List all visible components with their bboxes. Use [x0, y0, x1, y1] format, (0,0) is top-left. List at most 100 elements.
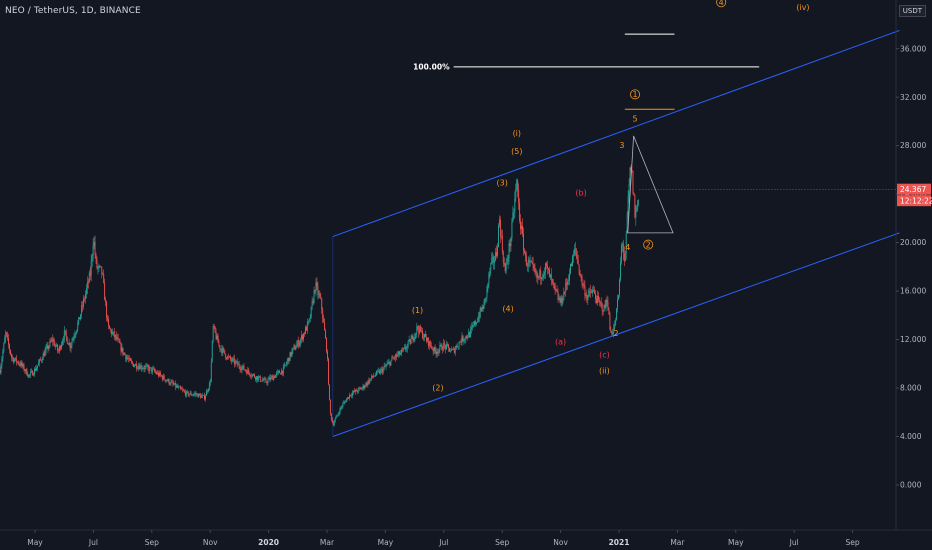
candle-body [619, 279, 620, 296]
candle-body [204, 395, 206, 400]
candle-body [127, 357, 129, 359]
candle-body [315, 282, 317, 292]
candle-body [388, 361, 390, 363]
candle-body [7, 334, 9, 338]
candle-body [279, 373, 281, 375]
candle-body [602, 311, 604, 312]
candle-body [297, 340, 299, 345]
triangle-drawing[interactable] [627, 135, 674, 234]
candle-body [6, 332, 8, 335]
candle-body [67, 343, 69, 345]
fibonacci-extension[interactable]: 261.80%227.20%200.00%175.00%161.80%100.0… [413, 0, 760, 110]
candle-body [9, 344, 11, 351]
candle-body [279, 371, 280, 374]
candle-body [75, 332, 77, 336]
candle-body [484, 298, 486, 302]
candle-body [420, 326, 422, 332]
candle-body [56, 344, 58, 347]
candle-body [215, 332, 217, 340]
candle-body [349, 394, 351, 399]
candle-body [261, 380, 263, 382]
candle-body [202, 395, 204, 397]
time-axis[interactable]: May Jul Sep Nov 2020 Mar May Jul Sep Nov 2021 Mar Ma… [0, 529, 932, 547]
fib-level-label: 100.00% [413, 62, 450, 71]
candle-body [313, 290, 315, 303]
candle-body [84, 298, 85, 300]
candle-body [402, 348, 404, 350]
candle-body [277, 371, 279, 373]
candle-body [353, 390, 355, 392]
candle-body [149, 367, 151, 372]
candle-body [282, 366, 284, 374]
candle-body [198, 393, 200, 398]
candle-body [605, 299, 607, 308]
candle-body [471, 327, 473, 330]
candle-body [354, 389, 356, 392]
candle-body [220, 348, 222, 350]
parallel-channel[interactable] [332, 30, 900, 437]
candle-body [486, 286, 488, 298]
triangle-shape[interactable] [627, 135, 674, 234]
candle-body [157, 372, 159, 376]
candle-body [319, 293, 321, 297]
candle-body [522, 233, 524, 251]
candle-body [566, 282, 568, 285]
candle-body [544, 272, 546, 275]
currency-label[interactable]: USDT [898, 5, 926, 17]
candle-body [40, 359, 42, 361]
candle-body [556, 290, 558, 293]
candle-body [265, 379, 267, 383]
candle-body [574, 248, 576, 250]
candle-body [465, 335, 467, 340]
candle-body [197, 393, 199, 398]
candle-body [630, 167, 632, 172]
wave-label: 2 [646, 240, 651, 249]
wave-label: (i) [513, 129, 521, 138]
wave-label: 2 [614, 329, 619, 338]
candle-body [460, 341, 462, 343]
candle-body [595, 293, 596, 299]
candle-body [71, 340, 73, 345]
price-axis[interactable]: 0.0004.0008.00012.00016.00020.00024.0002… [895, 0, 926, 530]
candle-body [417, 326, 419, 329]
candle-body [350, 394, 352, 396]
candle-body [232, 358, 234, 360]
candle-body [498, 219, 500, 226]
candle-body [325, 330, 327, 339]
candle-body [34, 368, 35, 375]
candle-body [431, 347, 433, 349]
candle-body [532, 262, 534, 265]
candle-body [182, 389, 183, 391]
channel-lower-line[interactable] [332, 232, 900, 437]
candle-body [398, 351, 400, 355]
candle-body [365, 383, 367, 387]
candle-body [80, 314, 82, 320]
candle-body [135, 364, 137, 369]
channel-upper-line[interactable] [332, 30, 900, 238]
candle-body [554, 285, 556, 290]
candle-body [331, 419, 333, 423]
candle-body [504, 264, 506, 272]
candle-body [76, 329, 78, 333]
candle-body [482, 306, 484, 309]
candle-body [510, 238, 512, 246]
candle-body [381, 368, 383, 373]
candle-body [85, 288, 87, 294]
candle-body [247, 369, 249, 374]
candle-body [367, 380, 369, 386]
candle-body [577, 260, 579, 265]
candle-body [140, 365, 142, 369]
candle-body [565, 282, 567, 293]
candle-body [157, 372, 158, 374]
candle-body [13, 359, 15, 362]
candle-body [534, 268, 536, 273]
symbol-title[interactable]: NEO / TetherUS, 1D, BINANCE [5, 6, 141, 16]
candle-body [289, 352, 291, 362]
candle-body [623, 252, 625, 262]
candle-body [146, 365, 148, 367]
wave-label: 3 [619, 141, 624, 150]
candle-body [25, 369, 27, 372]
time-tick-label: 2020 [258, 538, 279, 547]
candle-body [36, 368, 37, 371]
